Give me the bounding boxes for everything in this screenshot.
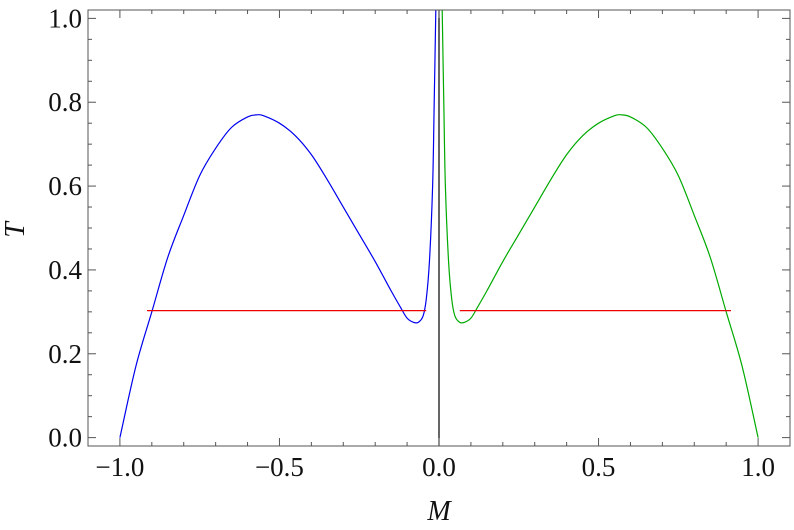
x-tick-label: 1.0	[741, 452, 775, 482]
plot-curves	[119, 10, 759, 446]
y-tick-label: 0.4	[48, 255, 82, 285]
y-tick-label: 0.0	[48, 423, 82, 453]
y-tick-label: 0.8	[48, 87, 82, 117]
series-line-right	[441, 10, 759, 438]
x-tick-label: −1.0	[95, 452, 144, 482]
y-axis-title: T	[0, 220, 31, 238]
y-tick-label: 0.2	[48, 339, 82, 369]
series-line-left	[119, 10, 437, 438]
x-tick-label: 0.5	[582, 452, 616, 482]
axis-tick-labels: −1.0 −0.5 0.0 0.5 1.0 0.0 0.2 0.4 0.6 0.8 1.0	[48, 3, 775, 482]
y-tick-label: 0.6	[48, 171, 82, 201]
x-axis-title: M	[426, 496, 452, 527]
y-tick-label: 1.0	[48, 3, 82, 33]
axis-ticks	[87, 10, 791, 446]
x-tick-label: 0.0	[422, 452, 456, 482]
x-tick-label: −0.5	[255, 452, 304, 482]
